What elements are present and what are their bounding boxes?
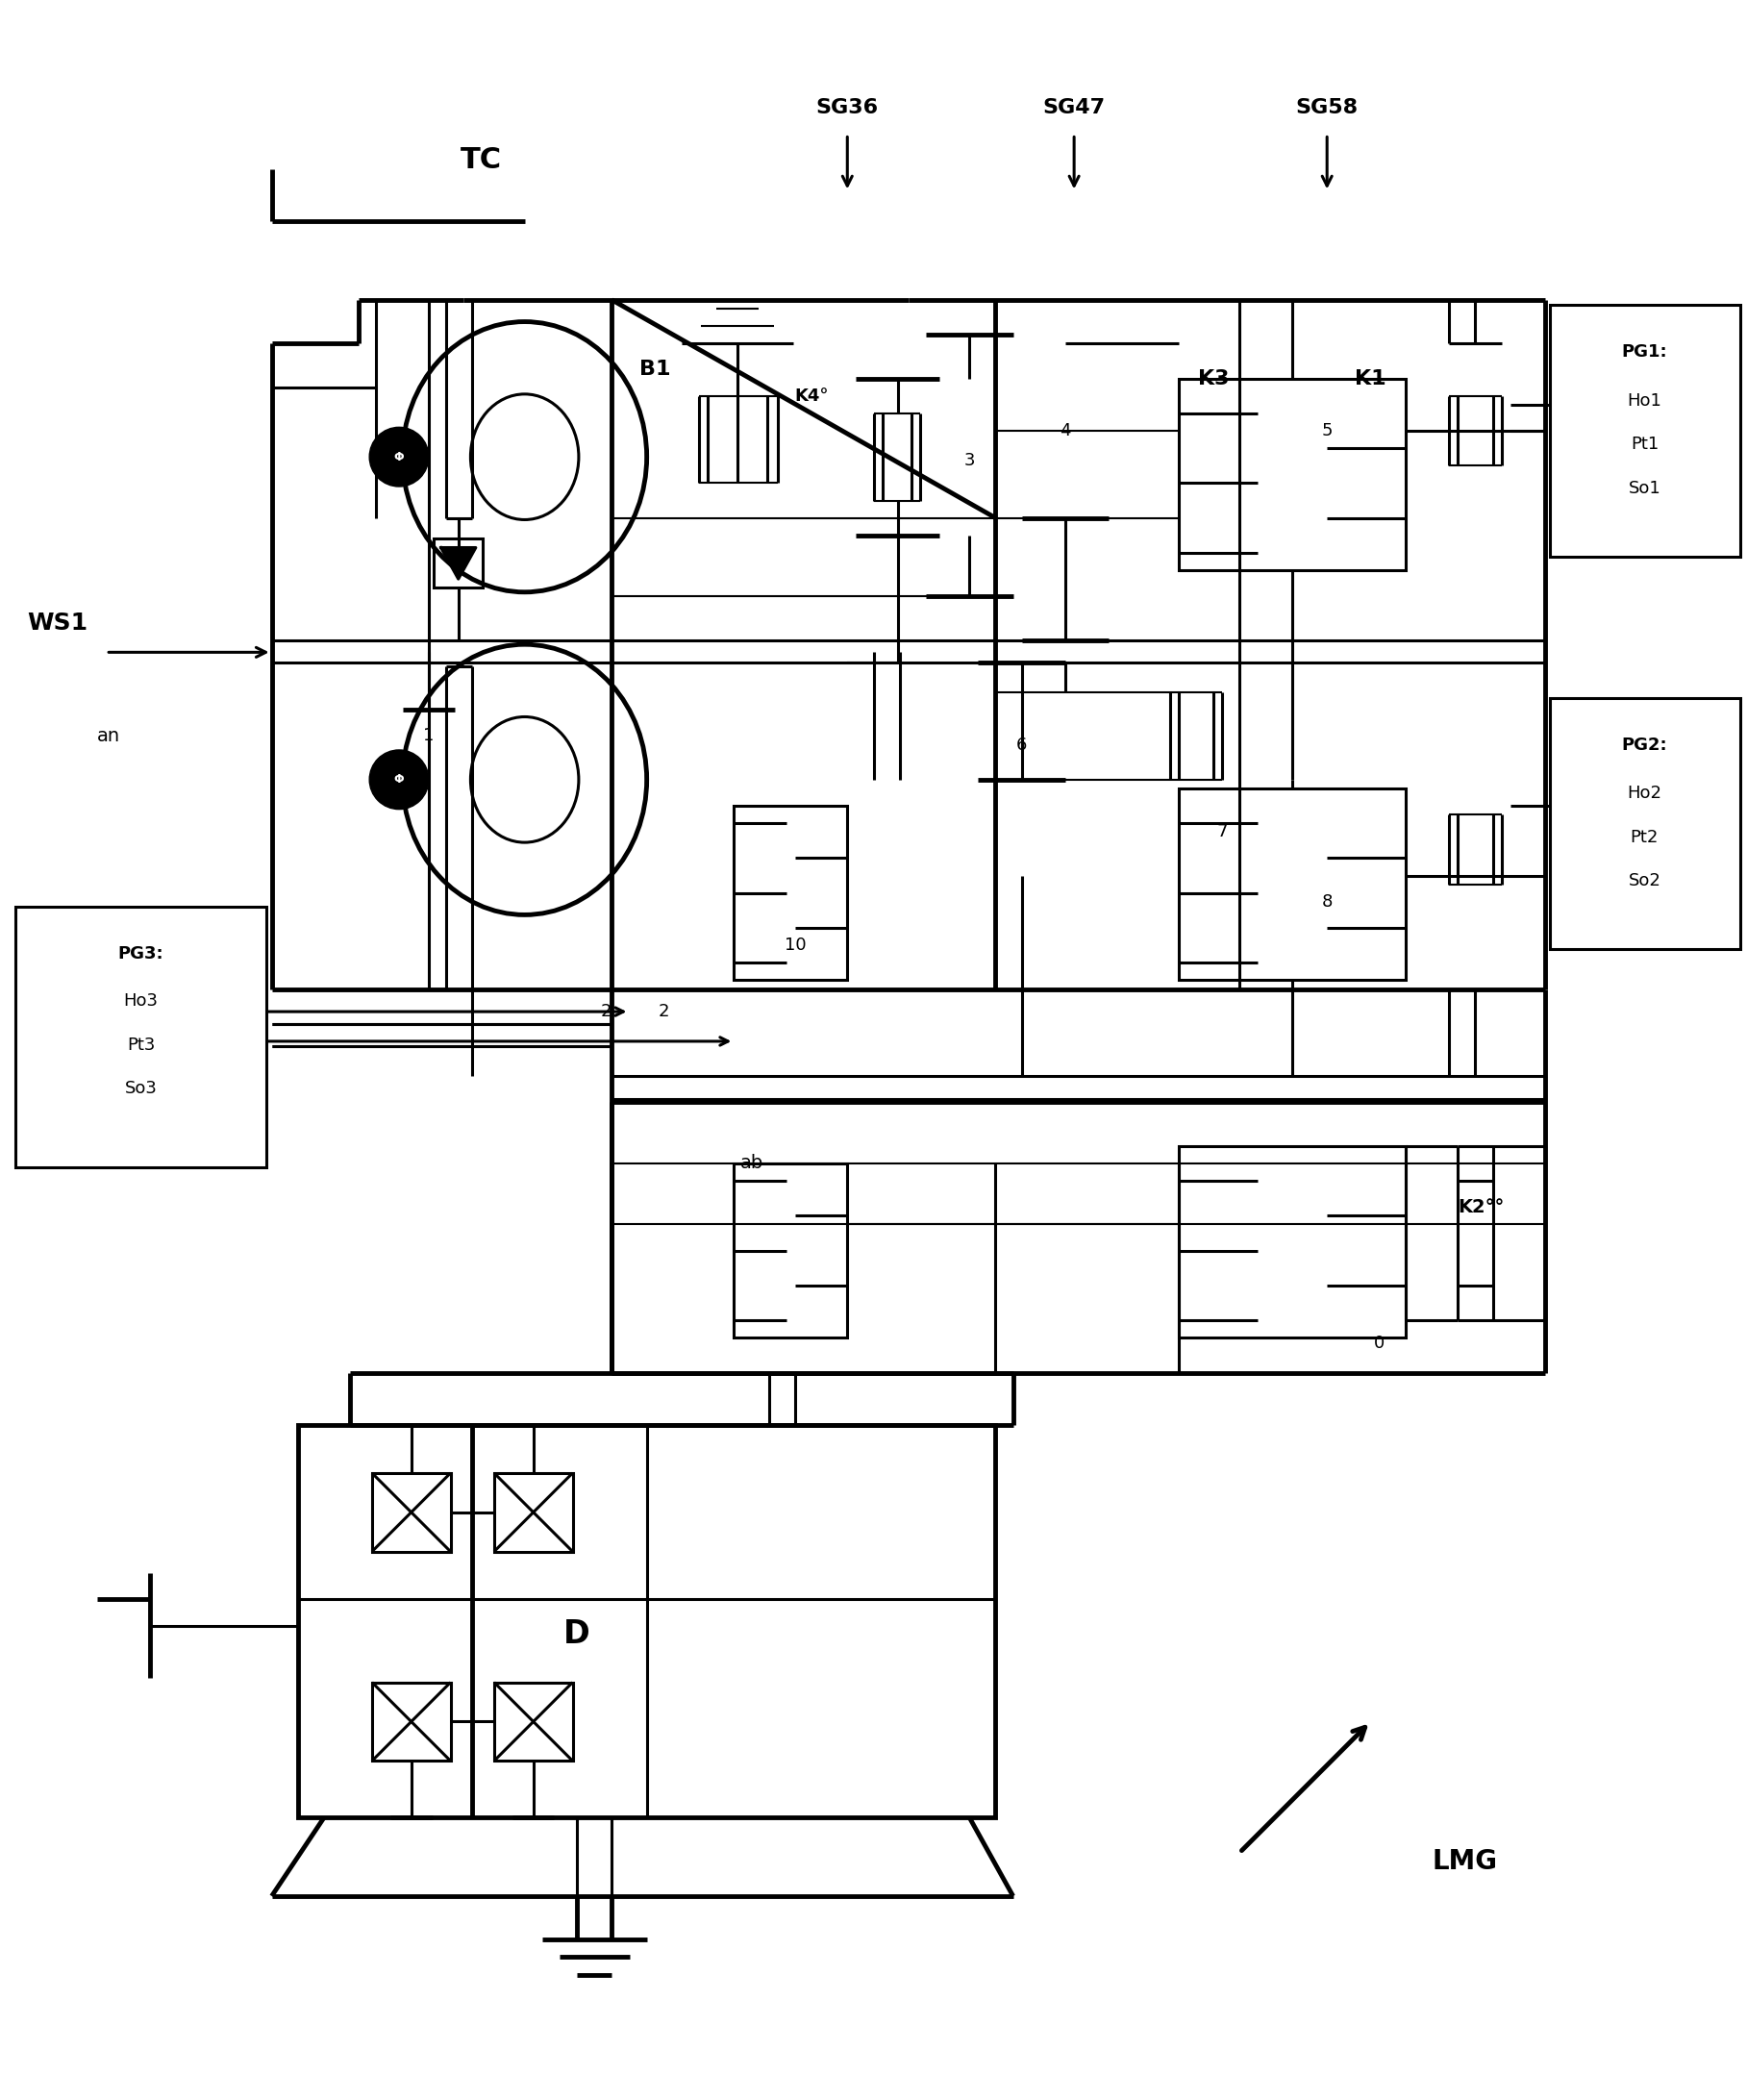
Bar	[734, 1163, 847, 1338]
Text: PG2:: PG2:	[1621, 737, 1667, 754]
FancyBboxPatch shape	[1550, 304, 1740, 556]
Text: 6: 6	[1017, 737, 1027, 754]
Text: WS1: WS1	[28, 611, 87, 634]
Text: ab: ab	[739, 1155, 763, 1172]
Text: So2: So2	[1628, 871, 1661, 890]
Text: 10: 10	[784, 937, 805, 953]
Bar	[299, 1426, 996, 1819]
Text: Pt1: Pt1	[1630, 437, 1658, 454]
Bar	[372, 1682, 451, 1762]
Text: So3: So3	[124, 1079, 157, 1096]
Text: Ho3: Ho3	[124, 993, 159, 1010]
Text: 4: 4	[1060, 422, 1071, 439]
Circle shape	[369, 426, 428, 487]
Text: an: an	[98, 727, 121, 746]
Text: K1: K1	[1356, 370, 1387, 388]
Bar	[734, 806, 847, 981]
Text: Ho1: Ho1	[1626, 393, 1661, 410]
Text: 8: 8	[1321, 892, 1333, 911]
Bar	[1179, 788, 1406, 981]
Text: 7: 7	[1218, 823, 1228, 840]
Bar	[1179, 378, 1406, 571]
Text: 2: 2	[659, 1004, 669, 1021]
Text: Φ: Φ	[393, 452, 404, 464]
Text: WS2: WS2	[28, 1048, 87, 1071]
Text: So1: So1	[1628, 479, 1661, 498]
Text: PG1:: PG1:	[1621, 344, 1667, 361]
Bar	[1179, 1147, 1406, 1338]
Text: Φ: Φ	[393, 773, 404, 785]
FancyBboxPatch shape	[1550, 697, 1740, 949]
Text: K3: K3	[1198, 370, 1230, 388]
Text: 2: 2	[601, 1004, 611, 1021]
FancyBboxPatch shape	[16, 907, 267, 1168]
Bar	[372, 1472, 451, 1552]
Bar	[494, 1682, 573, 1762]
Text: SG36: SG36	[816, 99, 879, 118]
Text: K4°: K4°	[795, 386, 830, 405]
Polygon shape	[440, 548, 475, 580]
Text: D: D	[564, 1619, 590, 1651]
Text: Pt3: Pt3	[128, 1035, 155, 1054]
Bar	[433, 540, 482, 588]
Text: LMG: LMG	[1433, 1848, 1497, 1875]
Text: K2°°: K2°°	[1457, 1197, 1504, 1216]
Text: 1: 1	[423, 727, 435, 746]
Text: SG58: SG58	[1296, 99, 1359, 118]
Text: PG3:: PG3:	[119, 945, 164, 962]
Text: SG47: SG47	[1043, 99, 1106, 118]
Text: 3: 3	[964, 452, 975, 468]
Text: Pt2: Pt2	[1630, 830, 1658, 846]
Text: 0: 0	[1373, 1334, 1385, 1352]
Text: TC: TC	[459, 147, 501, 174]
Text: 5: 5	[1321, 422, 1333, 439]
Text: B1: B1	[639, 359, 671, 380]
Circle shape	[369, 750, 428, 808]
Bar	[494, 1472, 573, 1552]
Text: Ho2: Ho2	[1626, 785, 1661, 802]
